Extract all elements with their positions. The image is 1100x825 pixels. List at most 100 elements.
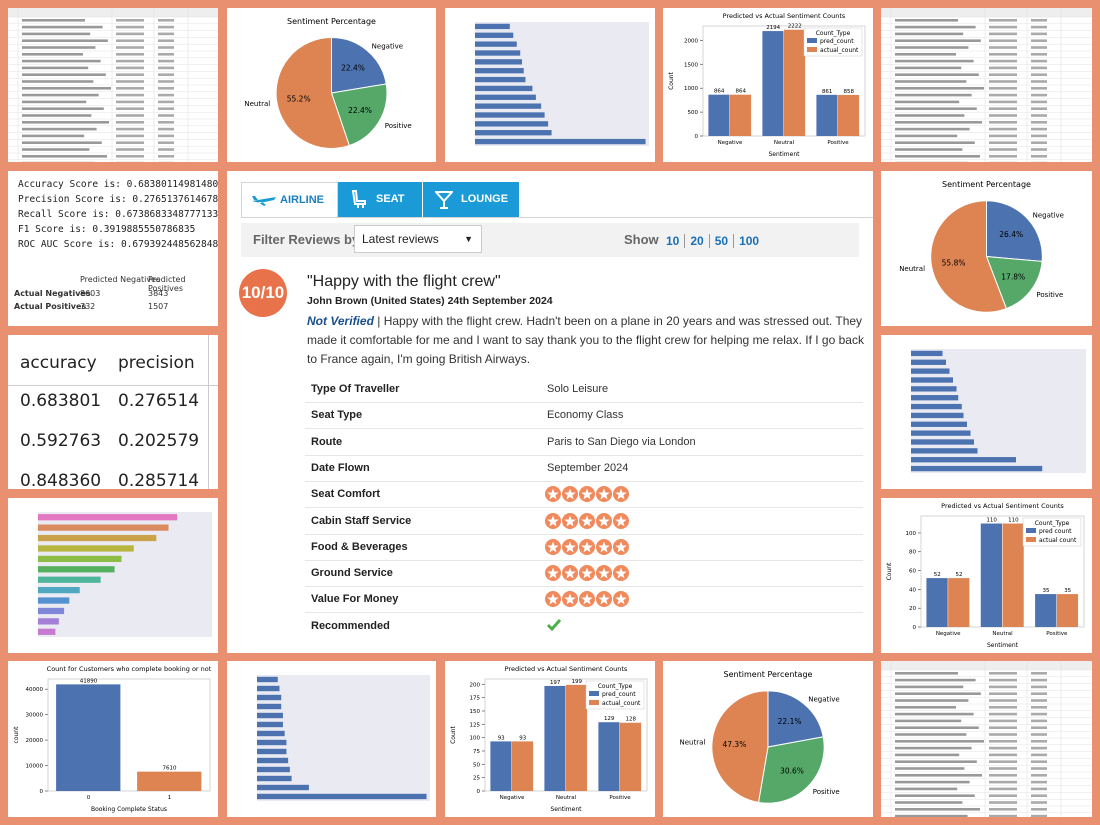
bar-chart-tile: Count for Customers who complete booking…	[8, 661, 218, 817]
sheet-text	[1031, 685, 1047, 689]
sheet-text	[895, 25, 976, 29]
bar	[38, 607, 65, 615]
sheet-text	[1031, 780, 1047, 784]
sheet-text	[22, 46, 96, 49]
slice-label: Positive	[813, 788, 840, 796]
show-option[interactable]: 10	[666, 234, 680, 248]
bar	[257, 721, 283, 728]
y-tick-label: 40000	[26, 687, 44, 693]
show-label: Show	[624, 232, 659, 247]
sheet-text	[22, 114, 92, 117]
star-shape	[615, 541, 627, 553]
sheet-text	[116, 100, 144, 104]
sheet-text	[116, 114, 144, 117]
star	[562, 591, 578, 608]
sheet-text	[989, 746, 1017, 750]
sheet-text	[1031, 141, 1047, 144]
pie-slice	[331, 37, 387, 94]
sheet-text	[895, 107, 977, 110]
bar	[38, 534, 157, 542]
sheet-text	[895, 774, 982, 777]
sort-dropdown[interactable]: Latest reviews ▼	[354, 225, 482, 253]
star-shape	[615, 567, 627, 579]
sheet-text	[989, 87, 1017, 90]
plot-frame	[47, 678, 211, 792]
sheet-text	[1031, 59, 1047, 63]
slice-label: Neutral	[899, 265, 925, 273]
legend-swatch	[807, 38, 817, 43]
sheet-text	[1031, 706, 1047, 709]
sheet-text	[22, 87, 111, 90]
bar-value-label: 864	[714, 89, 725, 95]
star	[596, 565, 612, 582]
show-option[interactable]: 20	[684, 234, 709, 248]
star	[545, 591, 561, 608]
tab[interactable]: AIRLINE	[241, 182, 338, 217]
legend-title: Count_Type	[1035, 520, 1070, 527]
check	[546, 618, 562, 631]
tab[interactable]: SEAT	[338, 182, 422, 217]
sheet-text	[895, 760, 977, 763]
y-axis-label: Count	[886, 562, 893, 580]
chart	[8, 8, 218, 162]
bar	[475, 130, 552, 136]
detail-row: Date Flown September 2024	[305, 455, 863, 482]
sheet-text	[989, 808, 1017, 811]
star-shape	[598, 488, 610, 500]
stars	[545, 591, 629, 608]
x-tick-label: 0	[87, 795, 91, 801]
sheet-text	[1031, 32, 1047, 36]
show-option[interactable]: 50	[708, 234, 734, 248]
metric-line: F1 Score is: 0.3919885550786835	[18, 224, 196, 235]
sheet-text	[158, 87, 174, 90]
sheet-text	[116, 127, 144, 131]
bar	[816, 94, 838, 136]
sheet-text	[158, 127, 174, 131]
sheet-text	[895, 733, 967, 736]
legend-swatch	[1026, 537, 1036, 542]
bar	[911, 448, 978, 454]
star	[596, 538, 612, 555]
lounge-icon	[435, 191, 453, 209]
legend-label: pred_count	[602, 691, 636, 698]
y-axis-label: Count	[668, 71, 675, 89]
star	[579, 512, 595, 529]
sheet-text	[116, 155, 144, 158]
sheet-text	[1031, 25, 1047, 29]
legend-title: Count_Type	[816, 30, 851, 37]
bar	[1056, 594, 1079, 627]
sheet-text	[1031, 753, 1047, 757]
sheet-text	[1031, 726, 1047, 729]
sheet-text	[1031, 767, 1047, 770]
sheet-text	[158, 148, 174, 151]
chart: Predicted vs Actual Sentiment Counts 0 25 5…	[450, 665, 648, 813]
sheet-text	[1031, 73, 1047, 76]
y-tick-label: 10000	[26, 764, 44, 770]
show-option[interactable]: 100	[733, 234, 765, 248]
sheet-text	[1031, 46, 1047, 49]
y-tick-label: 20000	[26, 738, 44, 744]
sheet-text	[989, 678, 1017, 682]
slice-value-label: 47.3%	[723, 740, 747, 749]
sheet-text	[22, 155, 107, 158]
sheet-text	[116, 39, 144, 42]
tab[interactable]: LOUNGE	[423, 182, 519, 217]
x-axis-label: Booking Complete Status	[91, 806, 167, 813]
bar	[257, 694, 282, 701]
legend-label: actual_count	[602, 700, 641, 707]
sheet-text	[989, 114, 1017, 117]
star-shape	[598, 541, 610, 553]
sheet-text	[895, 121, 982, 124]
sheet-text	[1031, 808, 1047, 811]
sheet-text	[158, 121, 174, 124]
pie-slice	[275, 37, 350, 149]
star-shape	[564, 515, 576, 526]
star-shape	[581, 488, 593, 500]
bar	[911, 403, 962, 410]
rating-label: Seat Comfort	[311, 488, 381, 501]
review-body: | Happy with the flight crew. Hadn't bee…	[307, 314, 864, 366]
y-tick-label: 60	[909, 569, 916, 575]
seat-icon	[351, 190, 366, 208]
sheet-text	[989, 19, 1017, 22]
bar	[838, 94, 860, 136]
